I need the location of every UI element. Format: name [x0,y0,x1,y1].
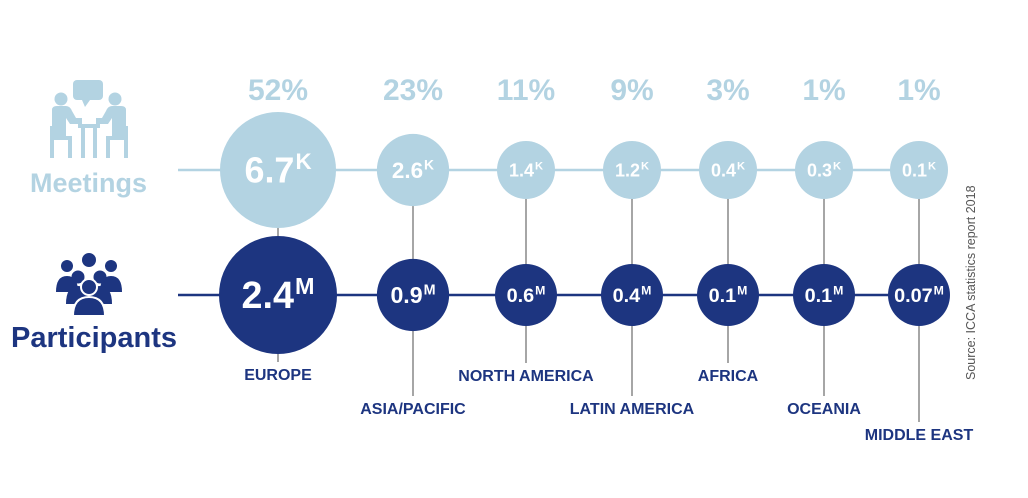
meetings-row-label: Meetings [30,168,148,198]
share-label-north-america: 11% [497,74,555,107]
meetings-value-middle-east: 0.1K [902,160,936,180]
source-note: Source: ICCA statistics report 2018 [964,185,978,380]
meetings-bubble-europe [220,112,336,228]
participants-bubble-africa [697,264,759,326]
meetings-bubble-middle-east [890,141,948,199]
participants-value-middle-east: 0.07M [894,283,944,307]
participants-value-europe: 2.4M [242,273,315,316]
participants-value-asia-pacific: 0.9M [390,282,435,308]
region-label-middle-east: MIDDLE EAST [865,427,974,444]
participants-row-label: Participants [11,322,177,354]
meetings-value-oceania: 0.3K [807,160,841,180]
participants-value-oceania: 0.1M [805,283,844,307]
meetings-value-asia-pacific: 2.6K [392,156,434,183]
meetings-value-europe: 6.7K [244,149,311,191]
participants-bubble-latin-america [601,264,663,326]
share-label-europe: 52% [248,74,308,107]
share-labels: 52% 23% 11% 9% 3% 1% 1% [248,74,941,107]
participants-bubble-middle-east [888,264,950,326]
meetings-bubble-north-america [497,141,555,199]
region-label-africa: AFRICA [698,368,759,385]
meetings-bubble-latin-america [603,141,661,199]
participants-value-latin-america: 0.4M [613,283,652,307]
participants-bubble-europe [219,236,337,354]
meetings-value-africa: 0.4K [711,160,745,180]
region-label-oceania: OCEANIA [787,401,861,418]
region-label-north-america: NORTH AMERICA [458,368,594,385]
participants-bubble-north-america [495,264,557,326]
meeting-people-icon [50,80,128,158]
share-label-latin-america: 9% [610,74,653,107]
region-labels: EUROPE ASIA/PACIFIC NORTH AMERICA LATIN AME… [244,367,973,444]
region-label-latin-america: LATIN AMERICA [570,401,695,418]
share-label-middle-east: 1% [897,74,940,107]
meetings-bubbles: 6.7K 2.6K 1.4K 1.2K 0.4K 0.3K 0.1K [220,112,948,228]
participants-bubble-asia-pacific [376,258,450,332]
region-label-asia-pacific: ASIA/PACIFIC [360,401,466,418]
participants-value-north-america: 0.6M [507,283,546,307]
participants-bubble-oceania [793,264,855,326]
meetings-bubble-africa [699,141,757,199]
people-group-icon [56,253,122,316]
region-label-europe: EUROPE [244,367,312,384]
share-label-africa: 3% [706,74,749,107]
participants-value-africa: 0.1M [709,283,748,307]
meetings-value-north-america: 1.4K [509,160,543,180]
meetings-bubble-oceania [795,141,853,199]
meetings-bubble-asia-pacific [376,133,450,207]
meetings-value-latin-america: 1.2K [615,160,649,180]
share-label-oceania: 1% [802,74,845,107]
participants-bubbles: 2.4M 0.9M 0.6M 0.4M 0.1M 0.1M 0.07M [219,236,950,354]
share-label-asia-pacific: 23% [383,74,443,107]
